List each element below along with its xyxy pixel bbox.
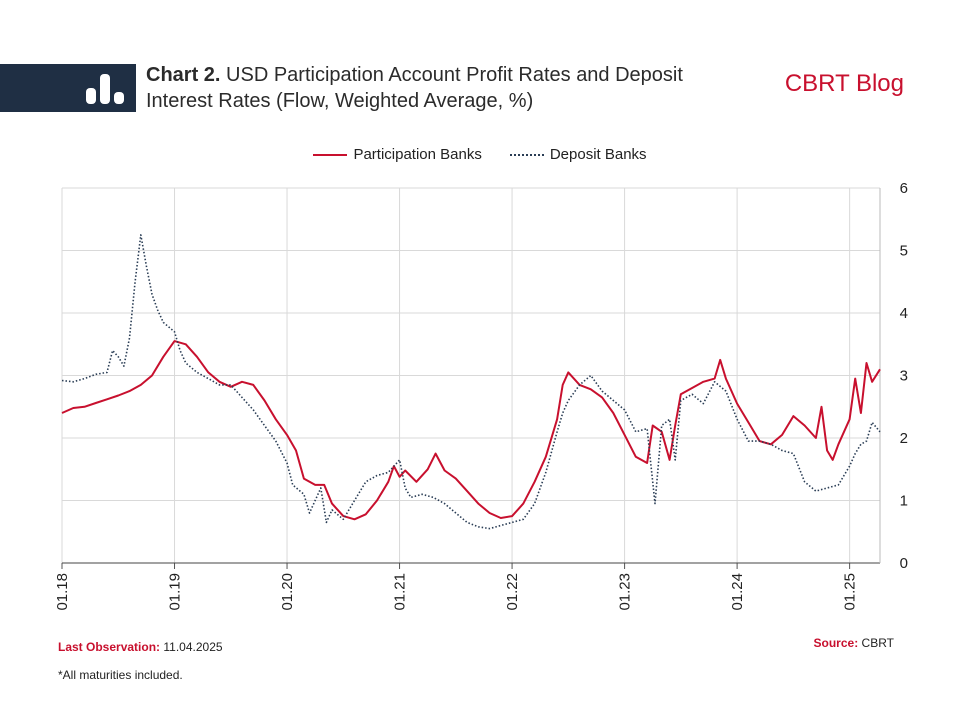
header-banner: [0, 64, 136, 112]
legend-label-deposit: Deposit Banks: [549, 146, 647, 163]
series-line-participation: [61, 340, 881, 521]
x-tick-label: 01.18: [54, 573, 71, 611]
series-line-deposit: [61, 234, 881, 530]
last-observation: Last Observation: 11.04.2025: [58, 640, 223, 654]
chart-title-line1: USD Participation Account Profit Rates a…: [226, 64, 683, 86]
x-tick-label: 01.24: [729, 573, 746, 611]
legend-item-deposit: Deposit Banks: [509, 146, 647, 163]
y-tick-label: 3: [900, 368, 908, 385]
chart-title: Chart 2. USD Participation Account Profi…: [146, 62, 786, 114]
chart-title-line2: Interest Rates (Flow, Weighted Average, …: [146, 90, 534, 112]
y-tick-label: 5: [900, 243, 908, 260]
y-tick-label: 4: [900, 305, 908, 322]
footnote: *All maturities included.: [58, 668, 183, 682]
source-label: Source:: [813, 636, 859, 650]
last-observation-value: 11.04.2025: [163, 640, 223, 654]
x-tick-label: 01.20: [279, 573, 296, 611]
x-tick-label: 01.19: [167, 573, 184, 611]
x-tick-label: 01.23: [617, 573, 634, 611]
chart-number: Chart 2.: [146, 64, 221, 86]
x-tick-label: 01.22: [504, 573, 521, 611]
x-tick-label: 01.21: [392, 573, 409, 611]
brand-label: CBRT Blog: [784, 70, 904, 97]
y-tick-label: 2: [900, 430, 908, 447]
last-observation-label: Last Observation:: [58, 640, 161, 654]
y-tick-label: 1: [900, 493, 908, 510]
bar-chart-icon: [86, 74, 124, 104]
chart-legend: Participation Banks Deposit Banks: [0, 146, 960, 163]
y-tick-label: 0: [900, 555, 908, 572]
legend-swatch-participation: [313, 153, 348, 156]
legend-swatch-deposit: [509, 153, 544, 156]
source: Source: CBRT: [814, 636, 894, 650]
x-tick-label: 01.25: [842, 573, 859, 611]
source-value: CBRT: [861, 636, 894, 650]
legend-label-participation: Participation Banks: [353, 146, 482, 163]
y-tick-label: 6: [900, 180, 908, 197]
legend-item-participation: Participation Banks: [313, 146, 482, 163]
